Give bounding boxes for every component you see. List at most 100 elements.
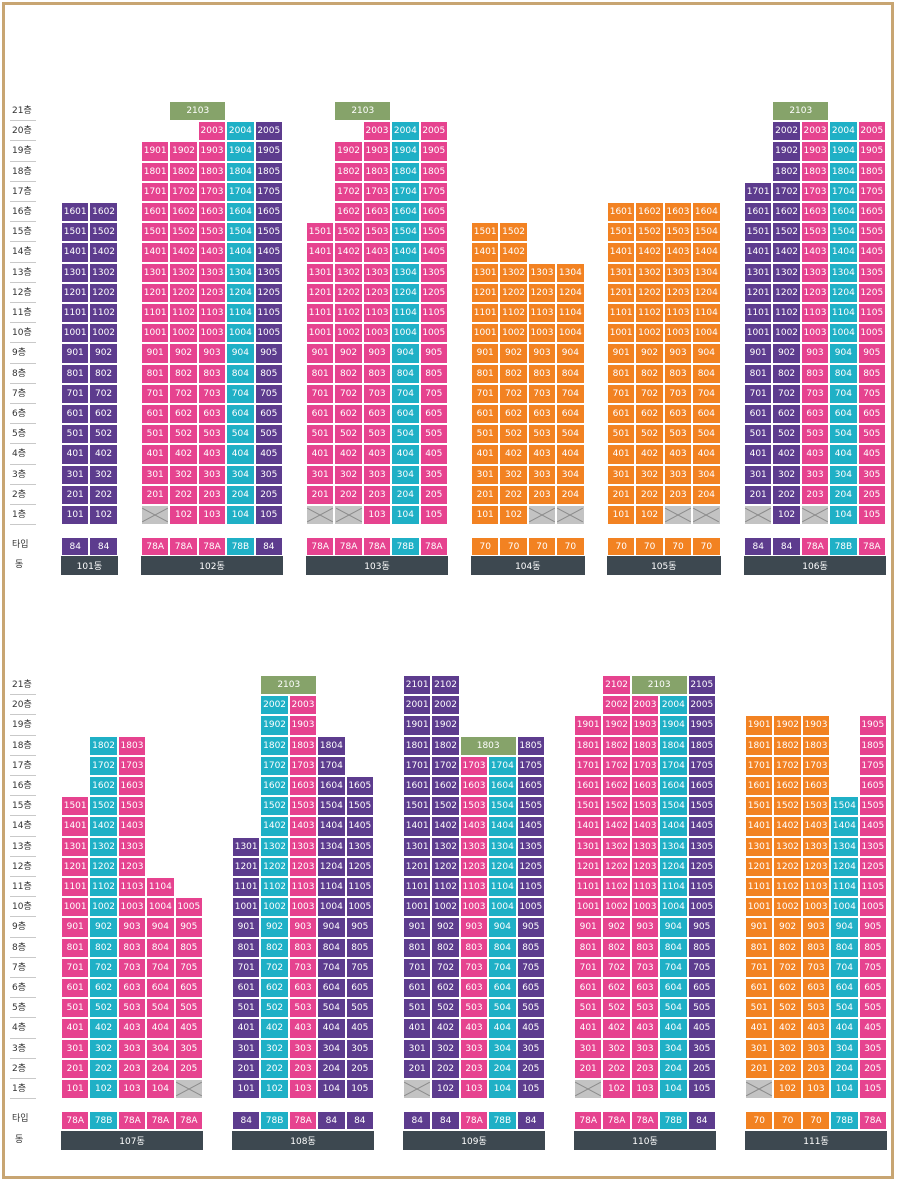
unit-cell: 1501 <box>306 222 335 243</box>
unit-type-cell: 78A <box>800 537 830 556</box>
unit-cell: 402 <box>431 1018 460 1039</box>
unit-cell: 502 <box>499 424 528 445</box>
unit-cell: 1503 <box>800 222 830 243</box>
unit-cell: 1502 <box>772 222 801 243</box>
unit-cell: 603 <box>630 978 660 999</box>
floor-label-divider <box>10 1037 36 1039</box>
unit-cell: 401 <box>61 444 90 465</box>
unit-cell: 503 <box>459 998 489 1019</box>
unit-cell: 1401 <box>744 242 773 263</box>
unit-cell: 305 <box>174 1038 203 1059</box>
unit-cell: 1402 <box>89 242 118 263</box>
unit-cell: 601 <box>141 404 170 425</box>
unit-cell: 502 <box>773 998 802 1019</box>
unit-cell: 501 <box>744 424 773 445</box>
unit-cell: 1902 <box>772 141 801 162</box>
unit-cell: 802 <box>773 937 802 958</box>
unit-cell: 1001 <box>306 323 335 344</box>
unit-cell: 601 <box>61 978 90 999</box>
unit-cell: 1503 <box>117 796 147 817</box>
unit-cell: 905 <box>687 917 716 938</box>
unit-cell: 2101 <box>403 675 432 696</box>
unit-cell: 2005 <box>687 695 716 716</box>
unit-cell: 1004 <box>391 323 420 344</box>
unit-cell: 102 <box>260 1079 289 1100</box>
unit-cell: 801 <box>306 363 335 384</box>
unit-cell: 102 <box>169 505 198 526</box>
unit-cell: 1504 <box>488 796 517 817</box>
empty-unit <box>527 505 557 526</box>
unit-cell: 1204 <box>692 282 721 303</box>
unit-type-cell: 70 <box>607 537 636 556</box>
unit-cell: 201 <box>232 1058 261 1079</box>
unit-cell: 1803 <box>197 161 227 182</box>
floor-label-divider <box>10 120 36 122</box>
unit-cell: 302 <box>334 464 363 485</box>
unit-cell: 303 <box>362 464 392 485</box>
unit-cell: 2102 <box>602 675 631 696</box>
unit-cell: 1504 <box>830 796 859 817</box>
unit-cell: 1504 <box>692 222 721 243</box>
unit-cell: 403 <box>117 1018 147 1039</box>
unit-cell: 1502 <box>89 222 118 243</box>
unit-cell: 702 <box>772 383 801 404</box>
unit-cell: 604 <box>829 404 858 425</box>
unit-cell: 2002 <box>431 695 460 716</box>
unit-cell: 703 <box>663 383 693 404</box>
unit-cell: 803 <box>117 937 147 958</box>
floor-label-divider <box>10 524 36 526</box>
unit-cell: 602 <box>89 978 118 999</box>
floor-label-divider <box>10 795 36 797</box>
unit-cell: 604 <box>556 404 585 425</box>
unit-cell: 405 <box>254 444 283 465</box>
unit-type-cell: 78B <box>391 537 420 556</box>
unit-cell: 1605 <box>345 776 374 797</box>
unit-cell: 1902 <box>169 141 198 162</box>
unit-cell: 503 <box>663 424 693 445</box>
unit-cell: 2005 <box>857 121 886 142</box>
floor-label-divider <box>10 1057 36 1059</box>
unit-cell: 1104 <box>829 303 858 324</box>
unit-cell: 204 <box>830 1058 859 1079</box>
unit-type-cell: 84 <box>89 537 118 556</box>
unit-cell: 1305 <box>687 836 716 857</box>
unit-cell: 105 <box>419 505 448 526</box>
unit-cell: 1801 <box>141 161 170 182</box>
unit-cell: 603 <box>117 978 147 999</box>
merged-unit-cell: 2103 <box>630 675 688 696</box>
unit-cell: 401 <box>574 1018 603 1039</box>
unit-cell: 901 <box>306 343 335 364</box>
unit-cell: 905 <box>345 917 374 938</box>
floor-label: 6층 <box>12 983 27 993</box>
unit-cell: 1804 <box>226 161 255 182</box>
unit-cell: 1202 <box>635 282 664 303</box>
unit-cell: 1801 <box>403 735 432 756</box>
unit-cell: 902 <box>499 343 528 364</box>
unit-cell: 1301 <box>471 262 500 283</box>
unit-cell: 801 <box>471 363 500 384</box>
unit-cell: 1203 <box>527 282 557 303</box>
type-row-label: 타입 <box>12 1114 29 1124</box>
unit-cell: 601 <box>574 978 603 999</box>
unit-cell: 1401 <box>745 816 774 837</box>
unit-cell: 104 <box>226 505 255 526</box>
unit-cell: 1003 <box>801 897 831 918</box>
unit-cell: 1101 <box>744 303 773 324</box>
unit-cell: 505 <box>254 424 283 445</box>
unit-cell: 102 <box>89 1079 118 1100</box>
unit-cell: 1001 <box>232 897 261 918</box>
unit-cell: 902 <box>602 917 631 938</box>
unit-cell: 602 <box>499 404 528 425</box>
unit-cell: 1001 <box>744 323 773 344</box>
unit-cell: 404 <box>391 444 420 465</box>
unit-cell: 901 <box>744 343 773 364</box>
unit-cell: 403 <box>288 1018 318 1039</box>
unit-cell: 1704 <box>829 181 858 202</box>
unit-type-cell: 78A <box>459 1111 489 1130</box>
unit-cell: 1301 <box>61 836 90 857</box>
unit-cell: 1103 <box>630 877 660 898</box>
unit-cell: 1103 <box>663 303 693 324</box>
unit-cell: 1604 <box>692 202 721 223</box>
unit-cell: 304 <box>317 1038 346 1059</box>
unit-cell: 1601 <box>141 202 170 223</box>
